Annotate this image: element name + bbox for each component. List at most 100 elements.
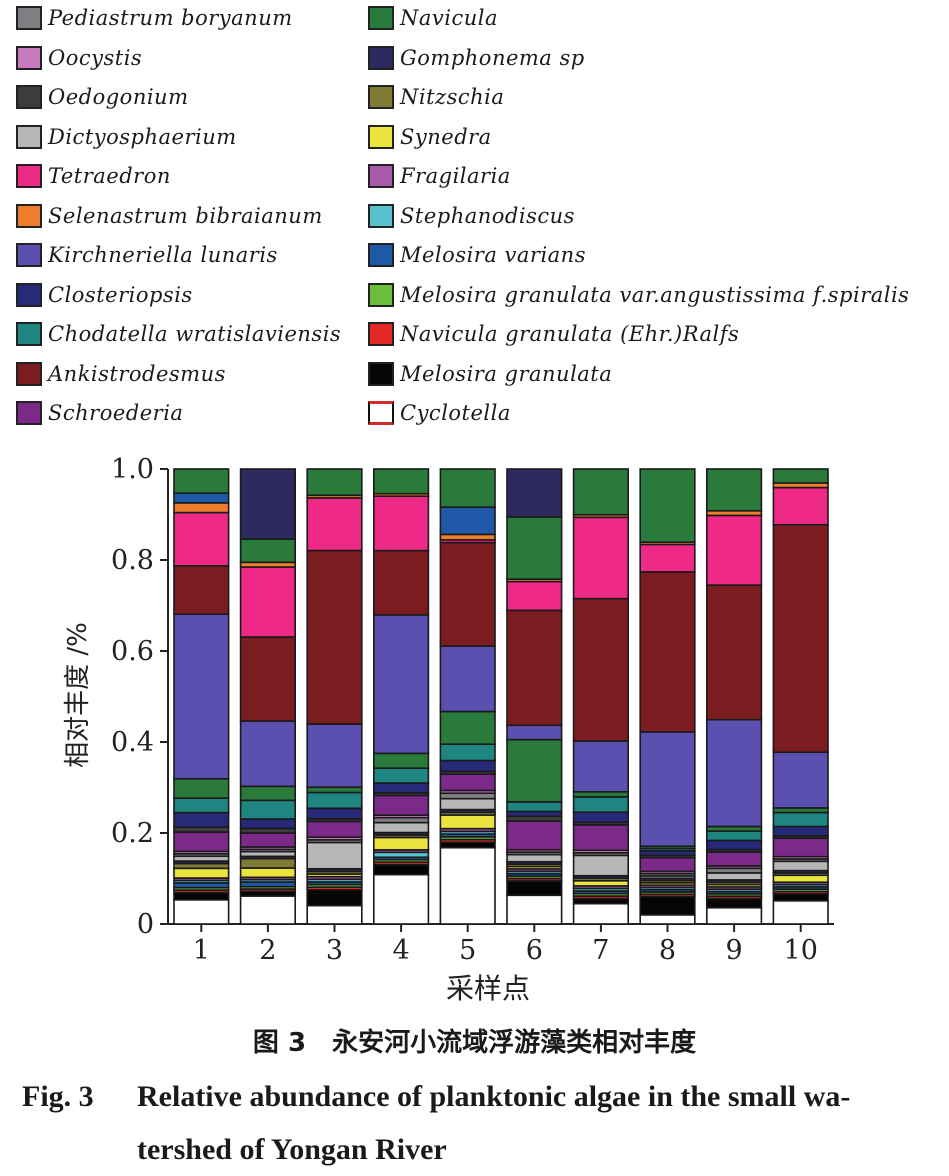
bar-segment [506,516,563,580]
bar-segment [572,516,630,600]
y-tick-label: 0.2 [111,818,154,849]
x-tick-label: 5 [459,935,476,966]
bar-segment [173,492,230,504]
bar-segment [506,580,563,612]
x-tick-label: 8 [659,935,676,966]
legend-swatch [368,282,394,307]
bar-segment [439,773,496,792]
bar-segment [705,906,763,925]
legend-item: Nitzschia [368,82,504,112]
legend-item: Schroederia [16,398,183,428]
y-tick-label: 0.4 [111,727,154,758]
bar-segment [439,506,496,536]
legend-label: Nitzschia [400,85,505,109]
legend-swatch [16,361,42,386]
bar-segment [239,566,297,638]
bar-segment [639,895,696,916]
bar-segment [239,818,297,830]
bar-segment [506,820,563,851]
bar-segment [306,904,363,925]
bar-segment [306,889,363,907]
bar-segment [506,880,563,897]
bar-segment [306,549,363,725]
bar-segment [772,874,829,884]
bar-segment [372,614,430,755]
bar-segment [239,832,297,848]
legend-swatch [16,85,42,109]
legend-swatch [368,243,394,267]
bar-segment [772,486,829,526]
legend-item: Kirchneriella lunaris [16,240,278,270]
bar-segment [639,571,696,733]
legend-swatch [368,6,394,30]
legend-item: Pediastrum boryanum [16,3,293,33]
bar-segment [705,897,763,909]
caption-english-line2: tershed of Yongan River [137,1133,447,1166]
caption-english-text-1: Relative abundance of planktonic algae i… [137,1080,851,1113]
x-tick-label: 4 [393,935,410,966]
bar-segment [705,468,763,512]
x-tick-label: 6 [526,935,543,966]
legend-swatch [16,124,42,149]
bar-segment [372,752,430,770]
bar-segment [439,814,496,830]
bar-segment [572,824,630,852]
legend-label: Closteriopsis [48,282,193,307]
legend-label: Tetraedron [48,164,171,188]
bar-segment [239,867,297,879]
chart-legend: Pediastrum boryanum Oocystis Oedogonium Dic… [0,0,949,445]
bar-segment [372,873,430,925]
legend-swatch [16,322,42,346]
legend-item: Cyclotella [368,398,511,428]
bar-segment [572,902,630,925]
legend-swatch [16,282,42,307]
bar-segment [372,767,430,784]
stacked-bar-chart: 0 0.2 0.4 0.6 0.8 1.0 1 2 3 4 5 6 7 8 9 10 相对丰度 /% 采样点 [63,454,834,1005]
bar-segment [639,914,696,925]
bar-segment [705,584,763,721]
bar-segment [306,820,363,839]
legend-swatch [368,124,394,149]
legend-item: Navicula [368,3,498,33]
x-tick-label: 7 [592,935,609,966]
bar-segment [572,854,630,877]
bar-segment [173,502,230,514]
bar-segment [439,533,496,541]
bar-segment [306,841,363,870]
bar-segment [439,645,496,713]
bar-segment [772,837,829,858]
bar-segment [506,724,563,741]
legend-label: Navicula granulata (Ehr.)Ralfs [400,322,740,346]
legend-label: Stephanodiscus [400,203,575,228]
legend-item: Stephanodiscus [368,201,575,231]
bar-segment [439,541,496,647]
legend-swatch [16,164,42,188]
bar-segment [705,830,763,842]
bar-segment [506,894,563,925]
bar-segment [439,841,496,849]
bar-segment [439,846,496,925]
legend-label: Synedra [400,124,492,149]
legend-item: Chodatella wratislaviensis [16,319,341,349]
bar-segment [506,853,563,863]
legend-label: Chodatella wratislaviensis [48,322,342,346]
bar-segment [705,872,763,881]
bar-segment [173,898,230,925]
bar-segment [439,759,496,773]
bar-segment [439,743,496,762]
legend-item: Oedogonium [16,82,189,112]
x-tick-label: 9 [726,935,743,966]
legend-label: Ankistrodesmus [48,361,226,386]
legend-swatch [368,164,394,188]
bar-segment [772,811,829,828]
bar-segment [572,796,630,813]
bar-segment [372,836,430,851]
x-tick-label: 10 [784,935,818,966]
legend-label: Oedogonium [48,85,189,109]
bar-segment [506,801,563,813]
bar-segment [173,867,230,879]
x-tick-label: 3 [326,935,343,966]
bar-segment [705,718,763,828]
bar-segment [239,785,297,802]
bar-segment [772,860,829,872]
